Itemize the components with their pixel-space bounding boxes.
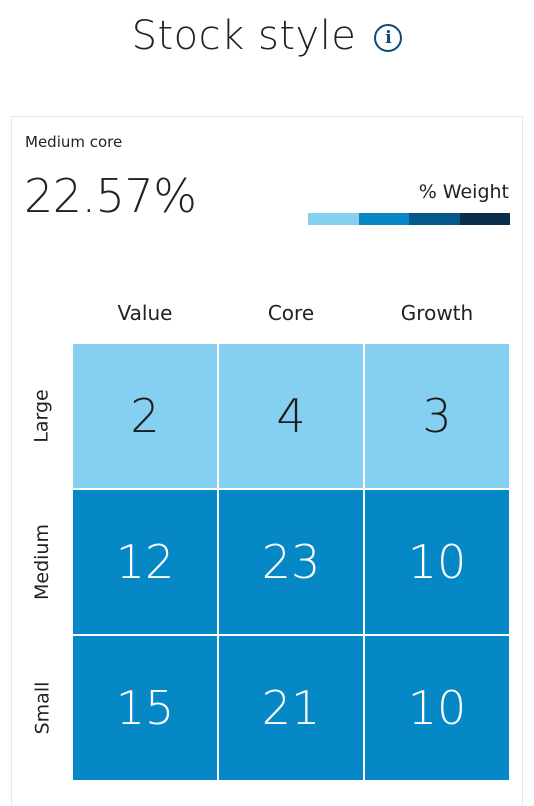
cell-small-growth[interactable]: 10 (365, 636, 509, 780)
legend-title: % Weight (418, 181, 509, 203)
legend-swatch-2 (358, 213, 409, 225)
style-box-grid: 2 4 3 12 23 10 15 21 10 (73, 344, 510, 780)
cell-small-value[interactable]: 15 (73, 636, 217, 780)
title-row: Stock style i (0, 6, 534, 66)
cell-medium-value[interactable]: 12 (73, 490, 217, 634)
row-header-large-label: Large (31, 389, 53, 443)
row-header-small: Small (30, 636, 54, 780)
cell-small-core[interactable]: 21 (219, 636, 363, 780)
column-header-core: Core (267, 301, 315, 325)
cell-large-value[interactable]: 2 (73, 344, 217, 488)
row-header-small-label: Small (31, 681, 53, 735)
cell-medium-core[interactable]: 23 (219, 490, 363, 634)
cell-large-growth[interactable]: 3 (365, 344, 509, 488)
info-icon[interactable]: i (374, 24, 403, 52)
stock-style-card: Medium core 22.57% % Weight Value Core G… (11, 116, 523, 806)
cell-medium-growth[interactable]: 10 (365, 490, 509, 634)
legend-swatch-4 (459, 213, 510, 225)
column-header-growth: Growth (400, 301, 474, 325)
row-header-medium-label: Medium (31, 524, 54, 600)
cell-large-core[interactable]: 4 (219, 344, 363, 488)
selected-box-weight: 22.57% (24, 169, 197, 223)
row-header-large: Large (30, 344, 54, 488)
column-header-value: Value (117, 301, 173, 325)
legend-swatch-1 (308, 213, 359, 225)
row-header-medium: Medium (30, 490, 54, 634)
legend-swatch-3 (409, 213, 460, 225)
page-title: Stock style (131, 13, 357, 59)
selected-box-label: Medium core (25, 133, 123, 151)
weight-legend-bar (308, 213, 510, 225)
